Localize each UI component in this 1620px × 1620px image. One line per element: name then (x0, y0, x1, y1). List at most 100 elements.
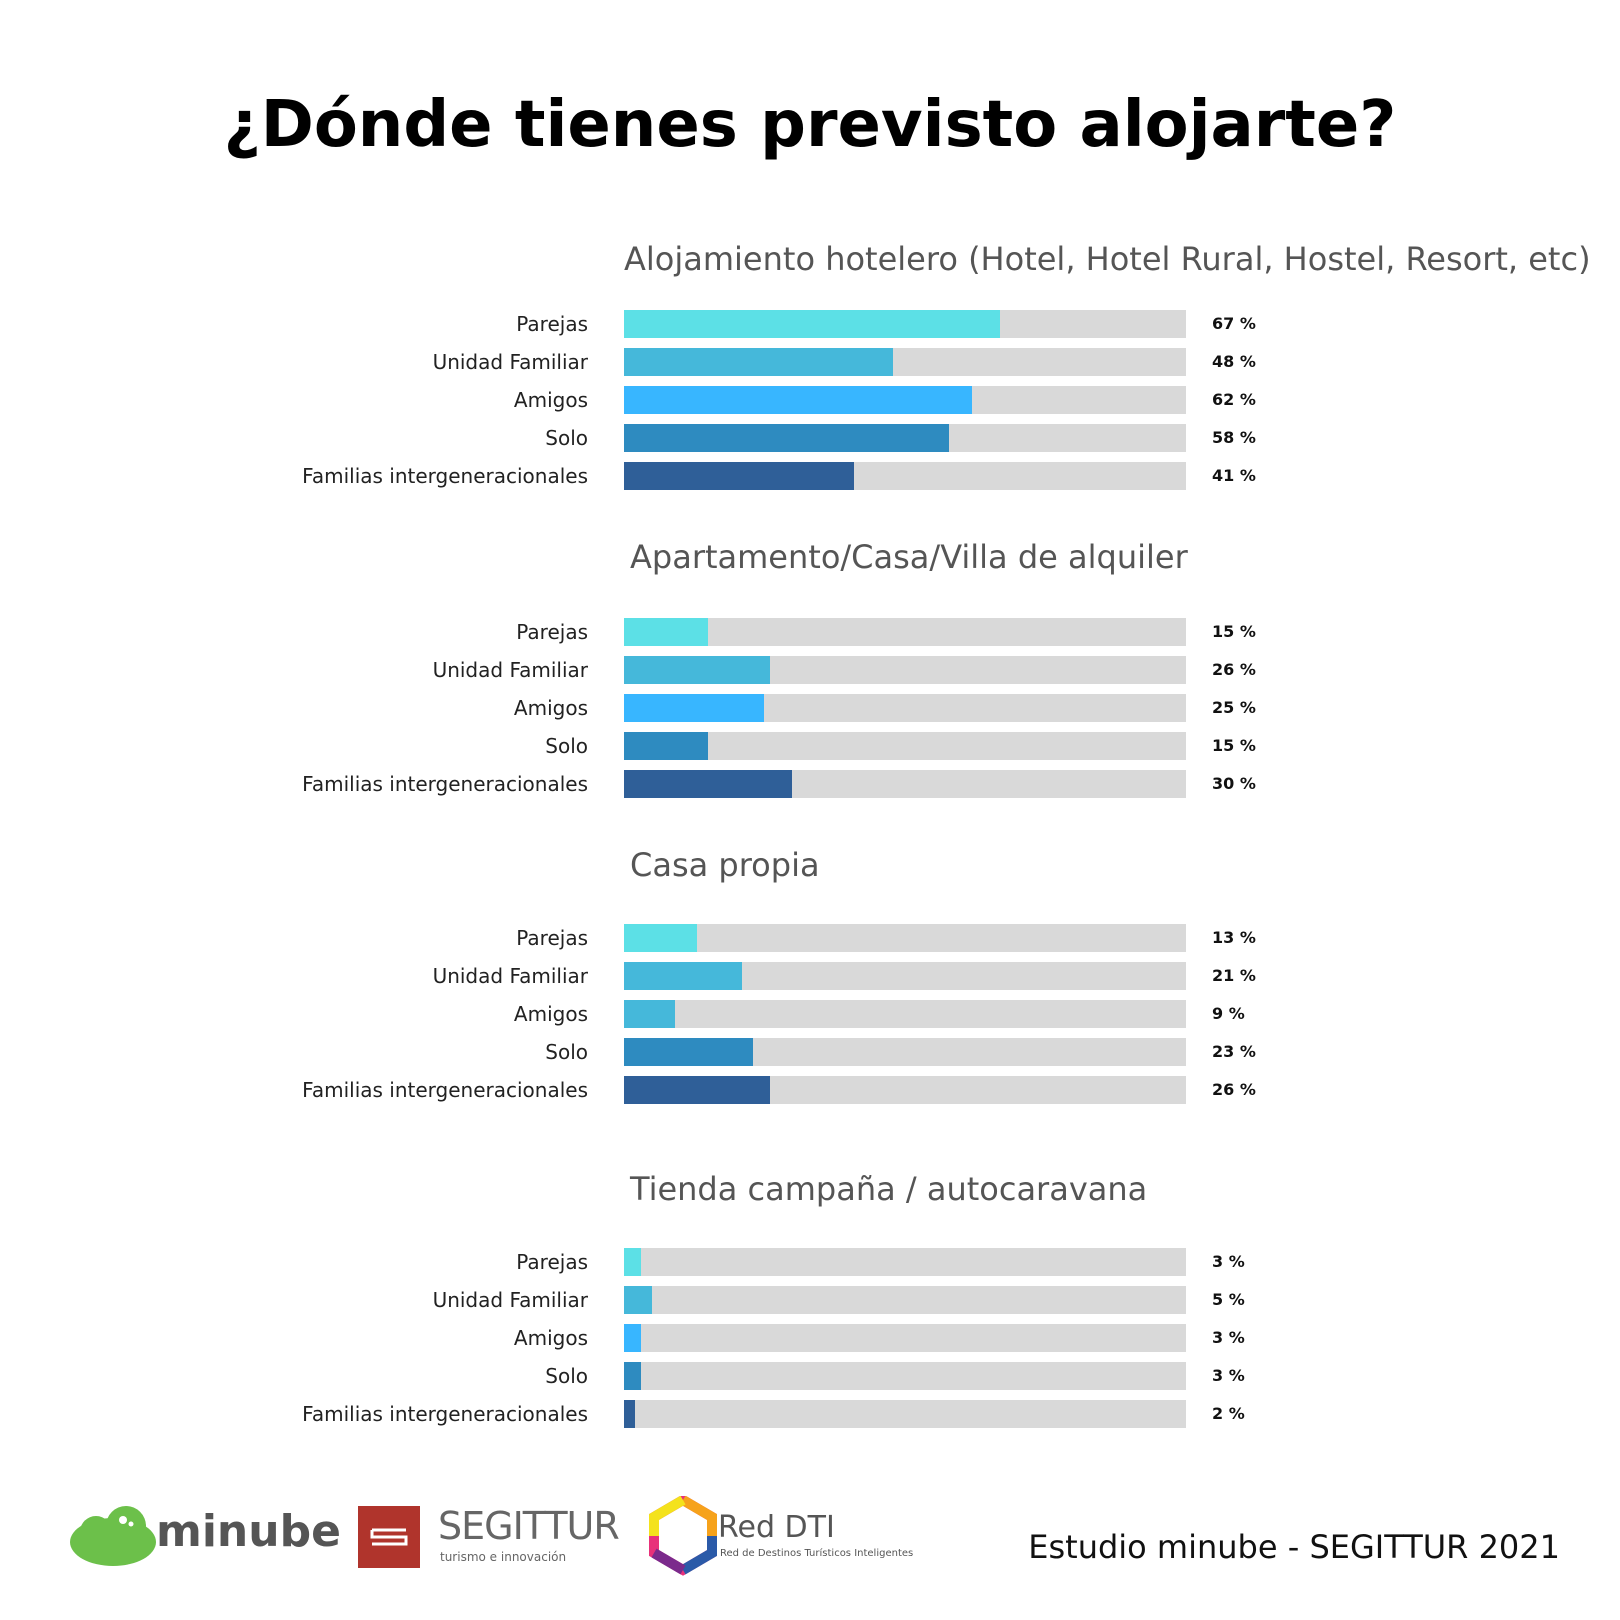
bar (624, 770, 792, 798)
bar-row: Solo 3 % (0, 1362, 1620, 1390)
bar (624, 462, 854, 490)
bar-row: Solo 23 % (0, 1038, 1620, 1066)
bar (624, 1076, 770, 1104)
value-label: 15 % (1212, 622, 1256, 641)
bar-row: Amigos 62 % (0, 386, 1620, 414)
cloud-icon (70, 1506, 156, 1566)
minube-logo: minube (68, 1500, 341, 1570)
bar-row: Familias intergeneracionales 30 % (0, 770, 1620, 798)
bar (624, 962, 742, 990)
category-label: Parejas (516, 926, 588, 950)
chart-title: Tienda campaña / autocaravana (630, 1170, 1148, 1208)
segittur-logo-text: SEGITTUR (438, 1504, 620, 1548)
category-label: Familias intergeneracionales (302, 1078, 588, 1102)
bar-row: Amigos 25 % (0, 694, 1620, 722)
bar-track (624, 462, 1186, 490)
segittur-square-icon (358, 1506, 420, 1568)
value-label: 48 % (1212, 352, 1256, 371)
minube-logo-text: minube (156, 1506, 341, 1557)
category-label: Solo (545, 426, 588, 450)
bar (624, 924, 697, 952)
category-label: Amigos (513, 696, 588, 720)
value-label: 13 % (1212, 928, 1256, 947)
value-label: 62 % (1212, 390, 1256, 409)
bar (624, 1286, 652, 1314)
category-label: Solo (545, 1040, 588, 1064)
value-label: 2 % (1212, 1404, 1245, 1423)
bar-track (624, 924, 1186, 952)
category-label: Amigos (513, 1002, 588, 1026)
category-label: Parejas (516, 312, 588, 336)
bar-row: Unidad Familiar 26 % (0, 656, 1620, 684)
chart-title: Casa propia (630, 846, 820, 884)
category-label: Amigos (513, 1326, 588, 1350)
bar-track (624, 962, 1186, 990)
bar-track (624, 1324, 1186, 1352)
value-label: 30 % (1212, 774, 1256, 793)
bar-row: Solo 58 % (0, 424, 1620, 452)
bar-track (624, 1000, 1186, 1028)
bar-track (624, 694, 1186, 722)
value-label: 41 % (1212, 466, 1256, 485)
bar-track (624, 310, 1186, 338)
value-label: 3 % (1212, 1252, 1245, 1271)
bar (624, 1362, 641, 1390)
bar (624, 1248, 641, 1276)
category-label: Unidad Familiar (432, 964, 588, 988)
segittur-logo: SEGITTUR turismo e innovación (358, 1496, 620, 1576)
bar-row: Familias intergeneracionales 41 % (0, 462, 1620, 490)
category-label: Unidad Familiar (432, 350, 588, 374)
category-label: Unidad Familiar (432, 658, 588, 682)
bar-row: Parejas 3 % (0, 1248, 1620, 1276)
category-label: Unidad Familiar (432, 1288, 588, 1312)
bar (624, 1400, 635, 1428)
credit-text: Estudio minube - SEGITTUR 2021 (1028, 1528, 1560, 1566)
bar-row: Unidad Familiar 5 % (0, 1286, 1620, 1314)
bar-track (624, 656, 1186, 684)
bar (624, 1038, 753, 1066)
category-label: Parejas (516, 620, 588, 644)
value-label: 9 % (1212, 1004, 1245, 1023)
bar-row: Amigos 9 % (0, 1000, 1620, 1028)
footer: minube SEGITTUR turismo e innovación Red… (0, 1496, 1620, 1600)
category-label: Solo (545, 1364, 588, 1388)
bar-row: Unidad Familiar 21 % (0, 962, 1620, 990)
chart-title: Apartamento/Casa/Villa de alquiler (630, 538, 1188, 576)
bar-track (624, 1400, 1186, 1428)
value-label: 21 % (1212, 966, 1256, 985)
category-label: Amigos (513, 388, 588, 412)
value-label: 67 % (1212, 314, 1256, 333)
bar-row: Familias intergeneracionales 2 % (0, 1400, 1620, 1428)
bar (624, 618, 708, 646)
bar (624, 656, 770, 684)
value-label: 23 % (1212, 1042, 1256, 1061)
value-label: 26 % (1212, 1080, 1256, 1099)
bar-track (624, 424, 1186, 452)
bar (624, 694, 764, 722)
bar-track (624, 618, 1186, 646)
category-label: Familias intergeneracionales (302, 1402, 588, 1426)
bar-track (624, 386, 1186, 414)
bar-row: Unidad Familiar 48 % (0, 348, 1620, 376)
bar-row: Parejas 15 % (0, 618, 1620, 646)
bar-track (624, 770, 1186, 798)
bar-row: Amigos 3 % (0, 1324, 1620, 1352)
hexagon-icon (649, 1496, 717, 1576)
value-label: 26 % (1212, 660, 1256, 679)
value-label: 15 % (1212, 736, 1256, 755)
category-label: Familias intergeneracionales (302, 772, 588, 796)
bar (624, 732, 708, 760)
segittur-logo-subtext: turismo e innovación (440, 1550, 567, 1564)
value-label: 5 % (1212, 1290, 1245, 1309)
bar-track (624, 732, 1186, 760)
page-title: ¿Dónde tienes previsto alojarte? (223, 88, 1397, 162)
bar-track (624, 1362, 1186, 1390)
red-dti-logo-text: Red DTI (718, 1510, 835, 1545)
bar (624, 1324, 641, 1352)
bar-track (624, 1076, 1186, 1104)
bar-row: Parejas 13 % (0, 924, 1620, 952)
bar (624, 310, 1000, 338)
bar (624, 1000, 675, 1028)
bar (624, 386, 972, 414)
value-label: 25 % (1212, 698, 1256, 717)
